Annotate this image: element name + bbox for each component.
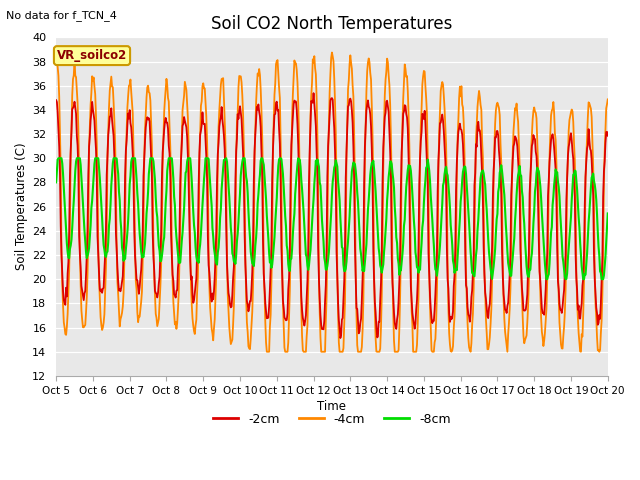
Title: Soil CO2 North Temperatures: Soil CO2 North Temperatures (211, 15, 452, 33)
Y-axis label: Soil Temperatures (C): Soil Temperatures (C) (15, 143, 28, 270)
Text: VR_soilco2: VR_soilco2 (57, 49, 127, 62)
X-axis label: Time: Time (317, 400, 346, 413)
Text: No data for f_TCN_4: No data for f_TCN_4 (6, 10, 117, 21)
Legend: -2cm, -4cm, -8cm: -2cm, -4cm, -8cm (209, 408, 456, 431)
